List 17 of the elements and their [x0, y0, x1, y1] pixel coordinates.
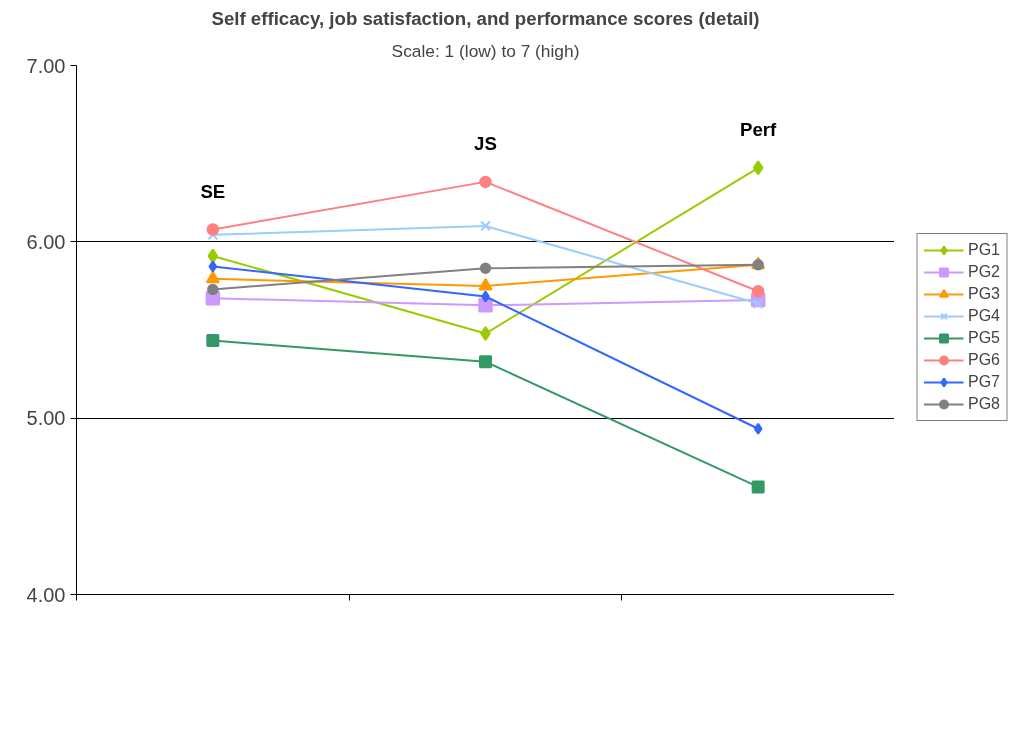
legend-label: PG8: [967, 395, 1001, 413]
legend-label: PG7: [967, 373, 1001, 391]
legend-label: PG1: [967, 241, 1001, 259]
x-tick-label: Perf: [740, 119, 778, 141]
legend-label: PG3: [967, 285, 1001, 303]
y-tick-label: 6.00: [26, 230, 66, 253]
legend-label: PG2: [967, 263, 1001, 281]
y-tick-label: 4.00: [26, 583, 66, 606]
x-tick-label: SE: [200, 180, 226, 202]
legend-label: PG6: [967, 351, 1001, 369]
legend-label: PG4: [967, 307, 1001, 325]
legend-label: PG5: [967, 329, 1001, 347]
x-tick-label: JS: [474, 133, 497, 155]
y-tick-label: 5.00: [26, 407, 66, 430]
chart-title: Self efficacy, job satisfaction, and performance scores (detail): [211, 7, 760, 29]
y-tick-label: 7.00: [26, 54, 66, 77]
chart-subtitle: Scale: 1 (low) to 7 (high): [391, 40, 580, 61]
